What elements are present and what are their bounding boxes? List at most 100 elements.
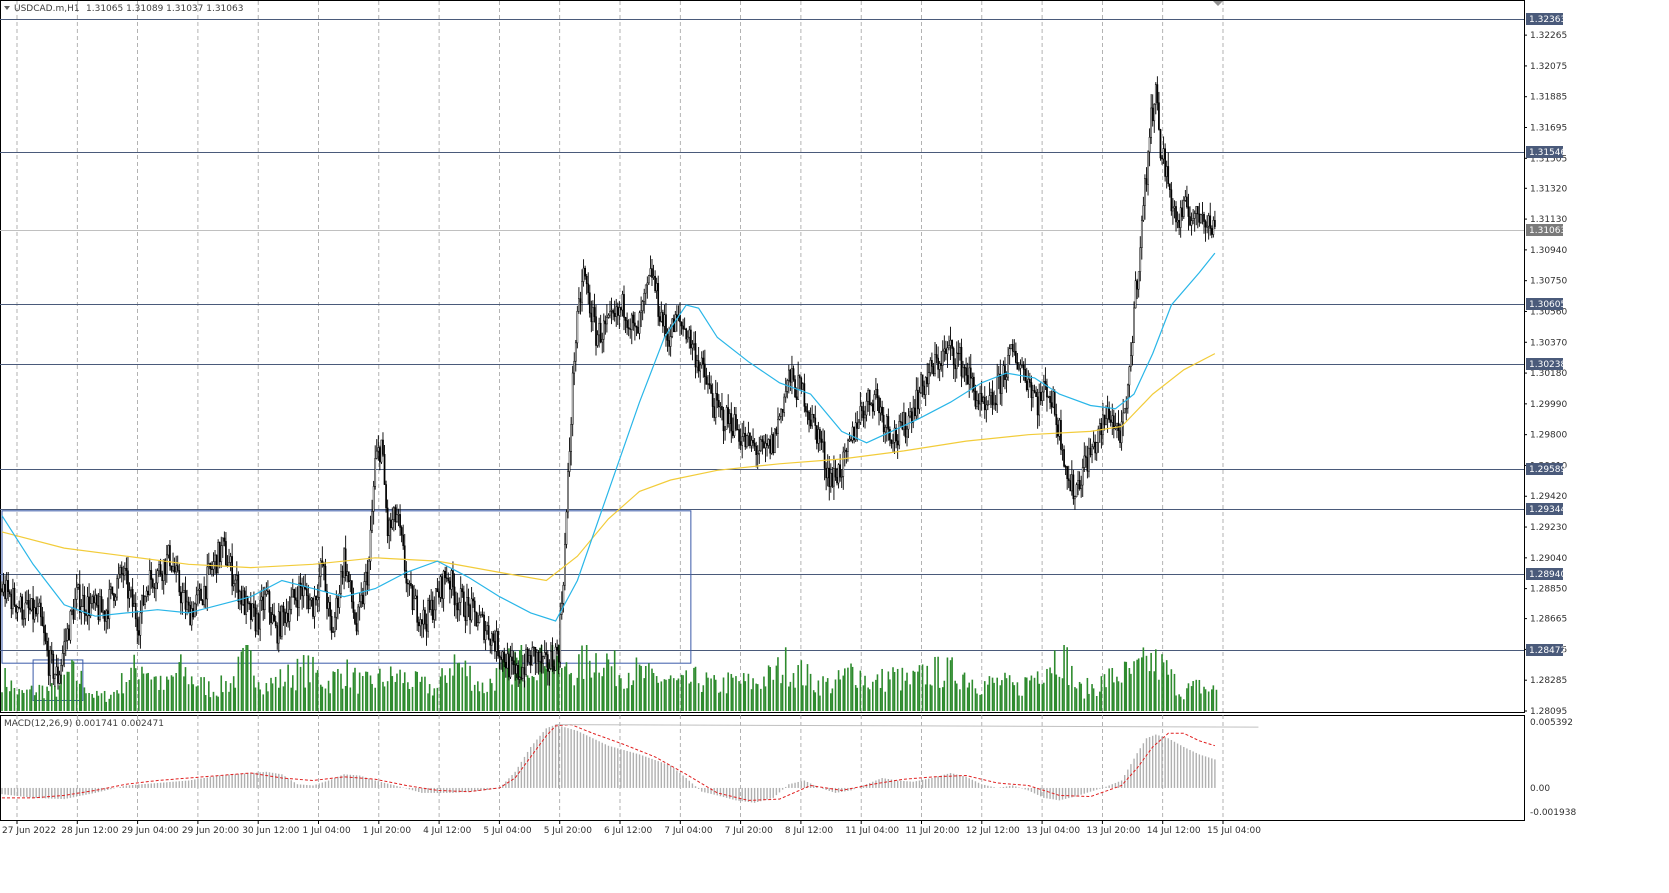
candle-body	[500, 656, 503, 660]
candle-body	[88, 596, 90, 617]
candle-body	[361, 594, 364, 605]
candle-body	[764, 443, 767, 449]
candle-body	[1137, 271, 1140, 290]
time-axis[interactable]: 27 Jun 2022 28 Jun 12:00 29 Jun 04:00 29 Ju…	[2, 820, 1261, 836]
candle-body	[120, 566, 123, 575]
candle-body	[576, 310, 579, 344]
candle-body	[543, 652, 546, 657]
price-tick-label: 1.31695	[1530, 124, 1567, 134]
candle-body	[1170, 189, 1173, 212]
candle-body	[105, 610, 108, 622]
candle-body	[100, 596, 103, 613]
candle-body	[458, 602, 461, 611]
candle-body	[722, 409, 725, 432]
candle-body	[861, 406, 863, 412]
candle-body	[27, 600, 30, 609]
candle-body	[1027, 379, 1030, 390]
candle-body	[86, 596, 89, 616]
candle-body	[94, 594, 97, 604]
candle-body	[809, 419, 812, 427]
candle-body	[347, 571, 350, 582]
candle-body	[60, 665, 62, 676]
candle-body	[403, 545, 406, 571]
candle-body	[439, 576, 442, 598]
moving-averages	[1, 252, 1216, 622]
candle-body	[324, 565, 327, 592]
candle-body	[985, 404, 988, 411]
candle-body	[637, 326, 639, 334]
candle-body	[780, 408, 782, 417]
candle-body	[996, 376, 999, 406]
candle-body	[483, 614, 485, 640]
candle-body	[122, 573, 125, 576]
candle-body	[470, 598, 473, 621]
price-axis[interactable]: 1.32265 1.32075 1.31885 1.31695 1.31505 1.313…	[1524, 13, 1576, 818]
candle-body	[427, 600, 429, 632]
candle-body	[532, 646, 535, 649]
candle-body	[749, 432, 751, 446]
price-tick-label: 1.32075	[1530, 62, 1567, 72]
candle-body	[1047, 396, 1050, 398]
candle-body	[1212, 220, 1215, 235]
candle-body	[800, 377, 803, 390]
candle-body	[766, 443, 768, 446]
time-tick-label: 5 Jul 04:00	[483, 826, 532, 836]
current-price-tag: 1.31063	[1529, 226, 1566, 236]
candle-body	[466, 597, 468, 622]
candle-body	[1130, 355, 1132, 367]
candle-body	[828, 467, 831, 488]
candle-body	[638, 312, 641, 334]
shift-marker-icon[interactable]	[1213, 1, 1223, 6]
macd-tick-label: 0.005392	[1530, 718, 1573, 728]
candle-body	[472, 598, 475, 602]
candle-body	[147, 590, 150, 596]
candle-body	[117, 573, 120, 579]
candle-body	[486, 625, 489, 632]
candle-body	[669, 336, 672, 347]
horizontal-levels[interactable]	[0, 19, 1524, 651]
candle-body	[657, 283, 660, 317]
level-price-tag-bg	[1526, 463, 1563, 475]
candle-body	[1136, 280, 1139, 290]
candle-body	[1039, 391, 1042, 401]
candle-body	[1097, 428, 1100, 443]
candle-body	[41, 616, 44, 626]
candle-body	[921, 374, 924, 387]
candle-body	[1186, 196, 1188, 208]
candle-body	[242, 590, 244, 605]
candle-body	[1203, 214, 1205, 222]
chart-menu-triangle-icon[interactable]	[4, 6, 10, 10]
candle-body	[811, 413, 814, 427]
time-tick-label: 4 Jul 12:00	[423, 826, 472, 836]
candle-body	[690, 329, 692, 349]
candle-body	[298, 582, 300, 608]
candle-body	[438, 591, 440, 598]
level-price-tag-bg	[1526, 358, 1563, 370]
level-price-tag-bg	[1526, 568, 1563, 580]
candle-body	[137, 630, 140, 636]
candle-body	[946, 347, 949, 354]
candle-body	[24, 602, 27, 619]
candle-body	[595, 316, 597, 346]
candle-body	[826, 467, 829, 479]
candle-body	[612, 310, 614, 314]
candle-body	[284, 611, 286, 624]
candle-body	[341, 571, 344, 578]
candle-body	[931, 359, 933, 367]
candle-body	[711, 393, 714, 407]
candle-body	[679, 314, 681, 323]
candle-body	[273, 614, 275, 622]
candle-body	[318, 576, 321, 598]
candle-body	[615, 306, 618, 317]
candle-body	[602, 320, 605, 340]
candle-body	[442, 570, 445, 599]
candle-body	[795, 396, 798, 400]
candle-body	[917, 389, 919, 410]
candle-body	[195, 594, 198, 605]
candle-body	[1024, 369, 1027, 382]
candle-body	[896, 440, 899, 446]
candle-body	[225, 541, 227, 566]
candle-body	[279, 611, 282, 637]
candle-body	[724, 428, 726, 432]
